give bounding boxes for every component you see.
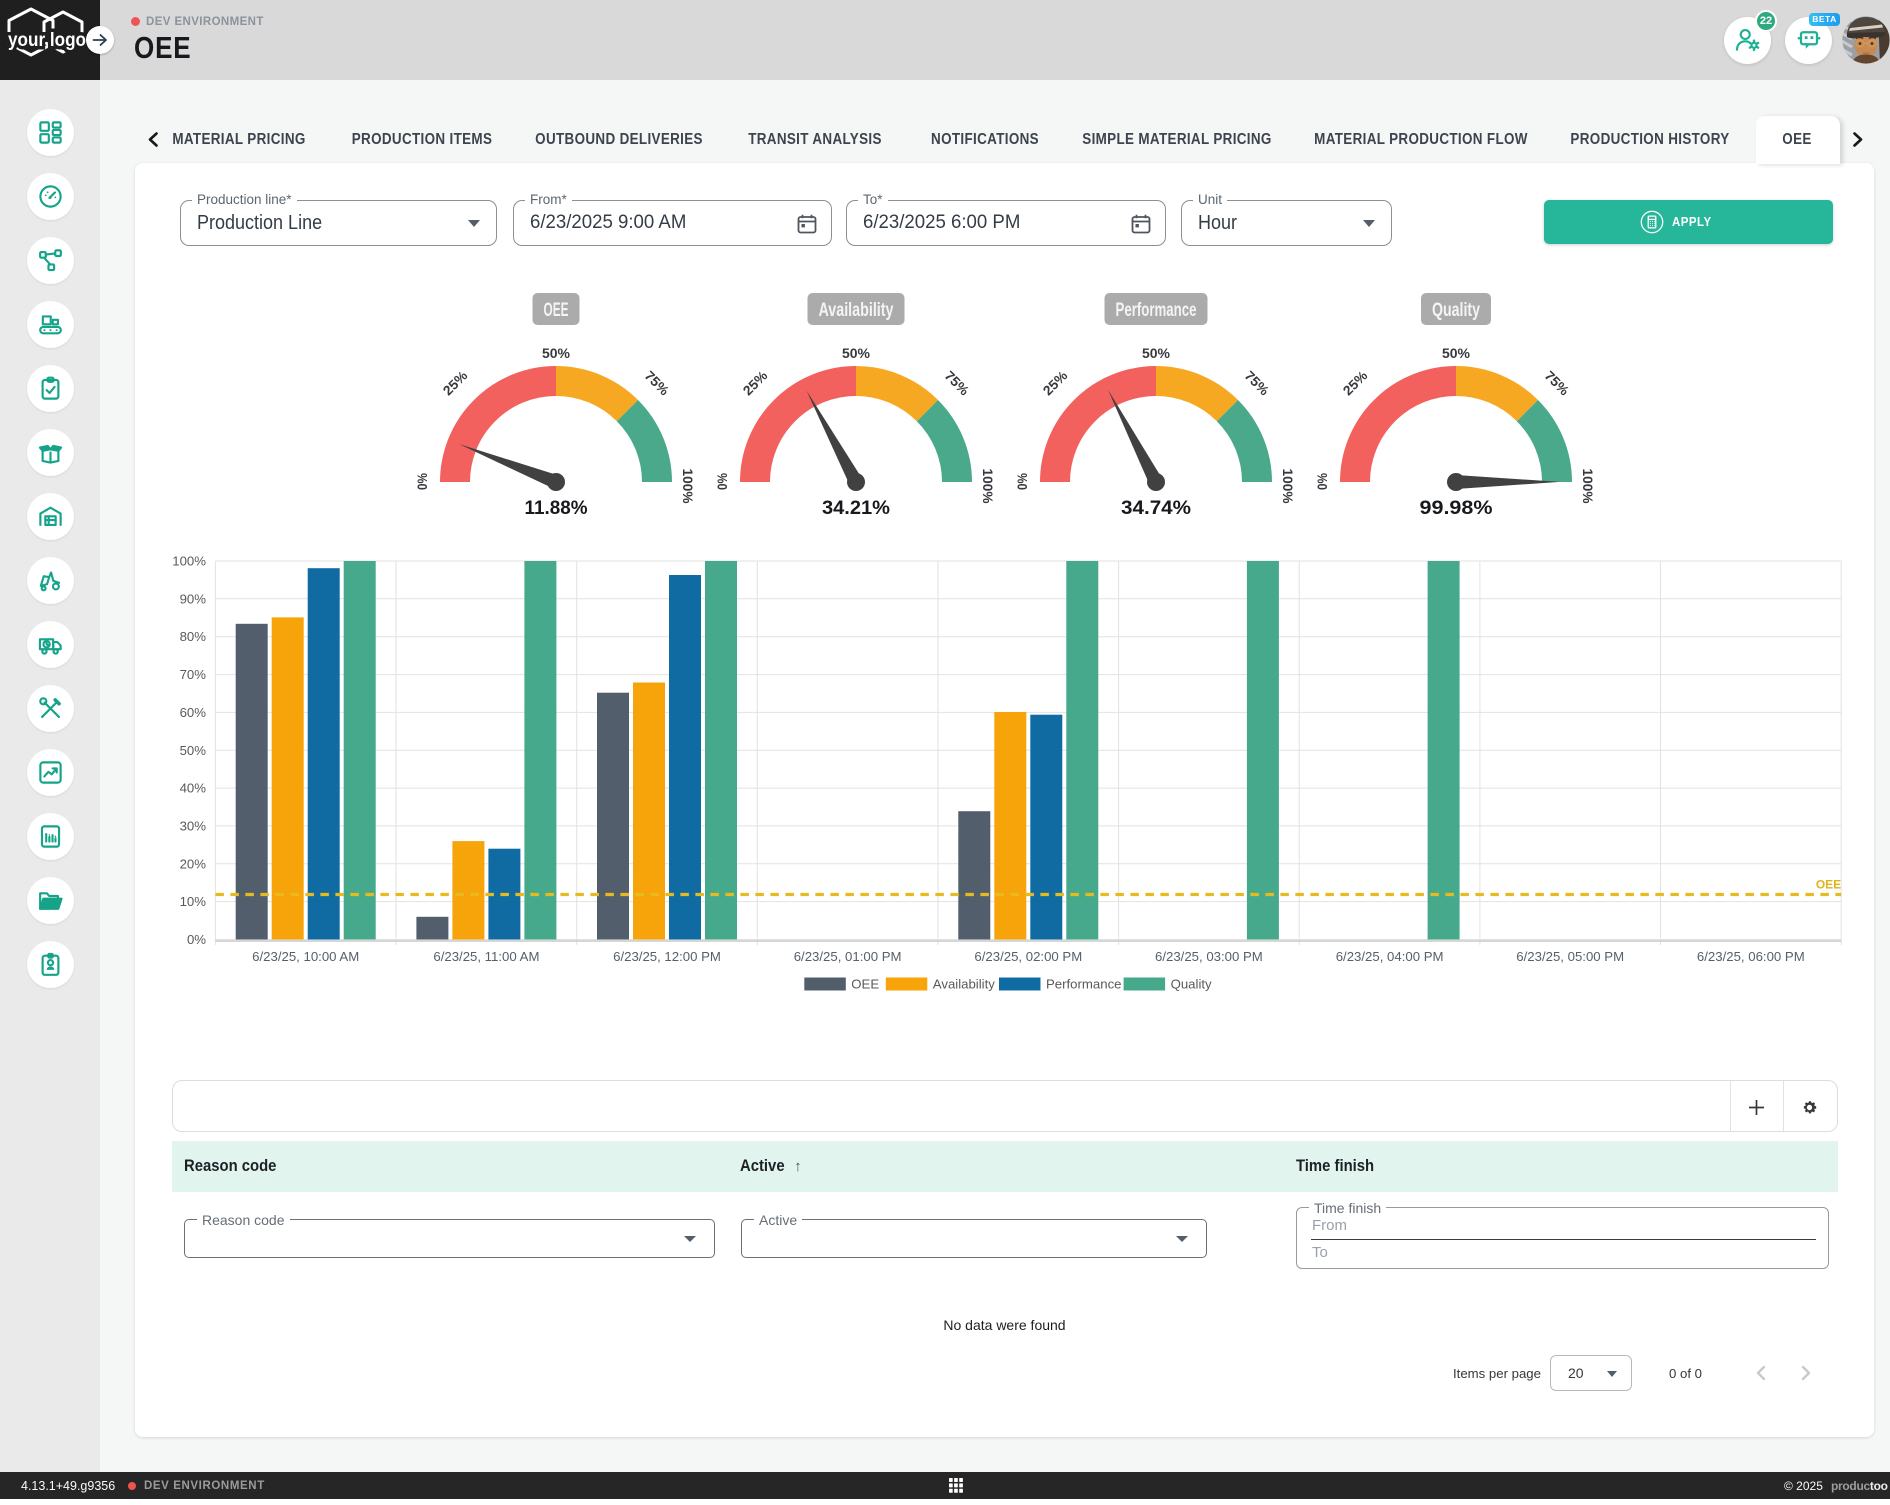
svg-text:25%: 25%: [1340, 368, 1370, 398]
svg-text:Availability: Availability: [933, 977, 995, 992]
svg-text:Availability: Availability: [819, 300, 894, 321]
svg-text:OEE: OEE: [544, 300, 569, 321]
svg-text:10%: 10%: [180, 894, 207, 909]
svg-text:0%: 0%: [1315, 473, 1330, 490]
svg-text:100%: 100%: [1580, 469, 1595, 504]
svg-text:6/23/25, 04:00 PM: 6/23/25, 04:00 PM: [1336, 949, 1444, 964]
svg-text:0%: 0%: [1015, 473, 1030, 490]
svg-text:6/23/25, 05:00 PM: 6/23/25, 05:00 PM: [1516, 949, 1624, 964]
svg-text:your logo: your logo: [8, 30, 86, 51]
svg-text:30%: 30%: [180, 818, 207, 833]
svg-text:40%: 40%: [180, 781, 207, 796]
svg-text:100%: 100%: [1280, 469, 1295, 504]
svg-text:50%: 50%: [180, 743, 207, 758]
svg-text:100%: 100%: [980, 469, 995, 504]
svg-text:6/23/25, 02:00 PM: 6/23/25, 02:00 PM: [974, 949, 1082, 964]
svg-text:75%: 75%: [642, 368, 672, 398]
svg-text:25%: 25%: [740, 368, 770, 398]
svg-text:Performance: Performance: [1116, 300, 1197, 321]
svg-text:80%: 80%: [180, 629, 207, 644]
svg-text:Quality: Quality: [1432, 300, 1480, 321]
svg-text:6/23/25, 10:00 AM: 6/23/25, 10:00 AM: [252, 949, 359, 964]
svg-text:OEE: OEE: [1816, 878, 1841, 892]
svg-text:75%: 75%: [942, 368, 972, 398]
svg-text:6/23/25, 06:00 PM: 6/23/25, 06:00 PM: [1697, 949, 1805, 964]
svg-text:99.98%: 99.98%: [1420, 497, 1493, 519]
svg-text:25%: 25%: [1040, 368, 1070, 398]
svg-text:90%: 90%: [180, 591, 207, 606]
svg-text:50%: 50%: [1142, 346, 1170, 361]
svg-text:20%: 20%: [180, 856, 207, 871]
svg-text:34.74%: 34.74%: [1121, 497, 1191, 519]
svg-text:50%: 50%: [1442, 346, 1470, 361]
svg-text:75%: 75%: [1542, 368, 1572, 398]
svg-text:OEE: OEE: [851, 977, 879, 992]
svg-text:100%: 100%: [680, 469, 695, 504]
svg-text:0%: 0%: [187, 932, 206, 947]
svg-text:0%: 0%: [715, 473, 730, 490]
svg-text:60%: 60%: [180, 705, 207, 720]
svg-text:50%: 50%: [842, 346, 870, 361]
svg-text:50%: 50%: [542, 346, 570, 361]
svg-text:6/23/25, 01:00 PM: 6/23/25, 01:00 PM: [794, 949, 902, 964]
svg-text:100%: 100%: [172, 554, 206, 569]
svg-text:0%: 0%: [415, 473, 430, 490]
svg-text:6/23/25, 12:00 PM: 6/23/25, 12:00 PM: [613, 949, 721, 964]
svg-text:6/23/25, 11:00 AM: 6/23/25, 11:00 AM: [433, 949, 539, 964]
svg-text:25%: 25%: [440, 368, 470, 398]
svg-text:75%: 75%: [1242, 368, 1272, 398]
svg-text:Quality: Quality: [1171, 977, 1212, 992]
svg-text:34.21%: 34.21%: [822, 497, 890, 519]
svg-text:11.88%: 11.88%: [525, 497, 588, 519]
svg-text:Performance: Performance: [1046, 977, 1122, 992]
svg-text:70%: 70%: [180, 667, 207, 682]
svg-text:6/23/25, 03:00 PM: 6/23/25, 03:00 PM: [1155, 949, 1263, 964]
